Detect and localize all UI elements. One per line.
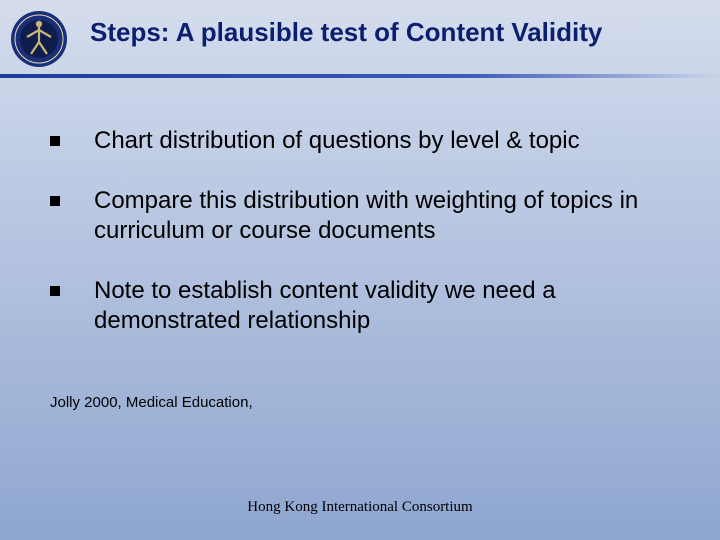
list-item: Note to establish content validity we ne… bbox=[50, 276, 660, 336]
bullet-text: Chart distribution of questions by level… bbox=[60, 126, 580, 156]
bullet-text: Compare this distribution with weighting… bbox=[60, 186, 660, 246]
bullet-marker-icon bbox=[50, 136, 60, 146]
slide-body: Chart distribution of questions by level… bbox=[0, 78, 720, 336]
slide-header: Steps: A plausible test of Content Valid… bbox=[0, 0, 720, 68]
logo bbox=[10, 10, 68, 68]
bullet-marker-icon bbox=[50, 196, 60, 206]
bullet-text: Note to establish content validity we ne… bbox=[60, 276, 660, 336]
slide-footer: Hong Kong International Consortium bbox=[0, 499, 720, 516]
bullet-marker-icon bbox=[50, 286, 60, 296]
slide-title: Steps: A plausible test of Content Valid… bbox=[68, 10, 602, 47]
list-item: Chart distribution of questions by level… bbox=[50, 126, 660, 156]
list-item: Compare this distribution with weighting… bbox=[50, 186, 660, 246]
citation-text: Jolly 2000, Medical Education, bbox=[0, 366, 720, 411]
